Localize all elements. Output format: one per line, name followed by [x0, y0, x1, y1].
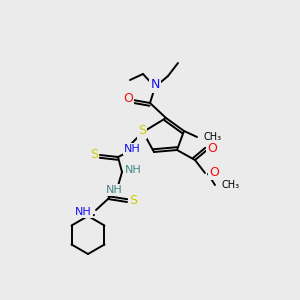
Text: S: S	[129, 194, 137, 208]
Text: NH: NH	[106, 185, 122, 195]
Text: S: S	[138, 124, 146, 137]
Text: CH₃: CH₃	[222, 180, 240, 190]
Text: S: S	[90, 148, 98, 160]
Text: O: O	[209, 166, 219, 178]
Text: O: O	[123, 92, 133, 106]
Text: CH₃: CH₃	[204, 132, 222, 142]
Text: N: N	[150, 79, 160, 92]
Text: NH: NH	[125, 165, 142, 175]
Text: O: O	[207, 142, 217, 154]
Text: NH: NH	[75, 207, 92, 217]
Text: NH: NH	[124, 144, 140, 154]
